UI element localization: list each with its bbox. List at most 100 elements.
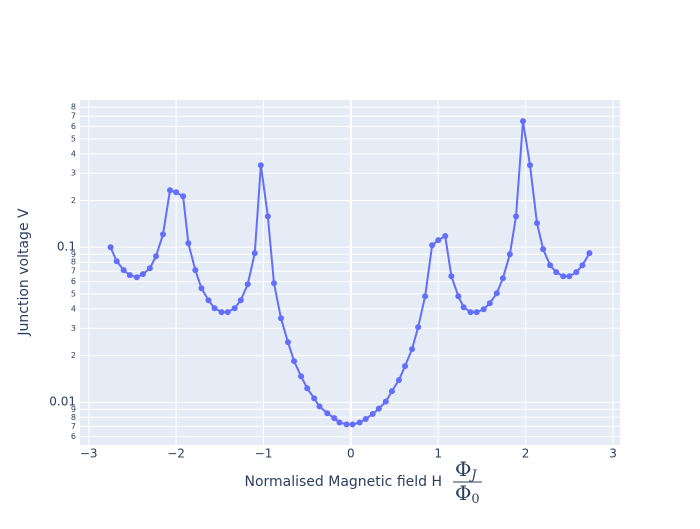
- y-axis-title: Junction voltage V: [16, 208, 32, 337]
- data-point: [553, 269, 560, 276]
- data-point: [506, 251, 513, 258]
- denominator-symbol: Φ: [455, 481, 471, 505]
- y-tick-label: 5: [71, 134, 76, 143]
- data-point: [455, 293, 462, 300]
- fraction-numerator: ΦJ: [455, 457, 477, 483]
- data-point: [513, 213, 520, 220]
- y-tick-label: 6: [71, 277, 76, 286]
- data-point: [356, 419, 363, 426]
- data-point: [566, 273, 573, 280]
- data-point: [107, 244, 114, 251]
- y-tick-label: 5: [71, 289, 76, 298]
- data-point: [586, 250, 593, 257]
- data-point: [120, 267, 127, 274]
- data-point: [448, 273, 455, 280]
- y-tick-label: 7: [71, 112, 76, 121]
- data-point: [579, 262, 586, 269]
- x-tick-label: −3: [80, 447, 98, 461]
- data-point: [113, 258, 120, 265]
- data-point: [192, 267, 199, 274]
- data-point: [331, 415, 338, 422]
- y-tick-label: 6: [71, 122, 76, 131]
- data-point: [264, 213, 271, 220]
- data-point: [382, 398, 389, 405]
- data-point: [349, 421, 356, 428]
- data-point: [298, 373, 305, 380]
- numerator-subscript: J: [468, 468, 477, 483]
- data-point: [343, 421, 350, 428]
- data-point: [415, 324, 422, 331]
- data-point: [324, 410, 331, 417]
- data-point: [167, 187, 173, 194]
- y-tick-label: 2: [71, 351, 76, 360]
- data-point: [362, 415, 369, 422]
- data-point: [237, 297, 244, 304]
- data-point: [422, 293, 429, 300]
- data-point: [388, 388, 395, 395]
- y-tick-label: 3: [71, 169, 76, 178]
- data-point: [231, 305, 238, 312]
- data-point: [473, 309, 480, 316]
- data-point: [185, 240, 192, 247]
- data-point: [284, 339, 291, 346]
- data-point: [527, 162, 533, 169]
- data-point: [493, 290, 500, 297]
- data-point: [224, 309, 231, 316]
- data-point: [205, 297, 212, 304]
- y-tick-label: 7: [71, 267, 76, 276]
- data-point: [126, 272, 133, 279]
- data-point: [336, 419, 343, 426]
- y-tick-label: 2: [71, 196, 76, 205]
- data-point: [467, 309, 474, 316]
- y-tick-label: 8: [71, 258, 76, 267]
- x-tick-label: 0: [347, 447, 355, 461]
- data-point: [133, 274, 140, 281]
- data-point: [198, 285, 205, 292]
- data-point: [311, 395, 318, 402]
- y-tick-label: 4: [71, 149, 76, 158]
- y-tick-label: 0.1: [57, 240, 76, 254]
- data-point: [257, 162, 264, 169]
- denominator-subscript: 0: [471, 492, 479, 507]
- series-line: [109, 121, 591, 426]
- data-point: [375, 405, 382, 412]
- y-tick-label: 8: [71, 413, 76, 422]
- y-tick-label: 9: [71, 250, 76, 259]
- fraction-denominator: Φ0: [455, 481, 480, 507]
- data-point: [218, 309, 225, 316]
- data-point: [211, 305, 218, 312]
- y-tick-label: 6: [71, 432, 76, 441]
- y-tick-label: 8: [71, 103, 76, 112]
- data-point: [409, 346, 416, 353]
- data-point: [442, 233, 449, 240]
- data-point: [369, 410, 376, 417]
- marks: [107, 118, 593, 428]
- data-point: [180, 193, 187, 200]
- data-point: [244, 281, 251, 288]
- x-tick-label: −1: [255, 447, 273, 461]
- grid: [80, 100, 620, 445]
- data-point: [573, 269, 580, 276]
- data-point: [173, 189, 180, 196]
- data-point: [560, 273, 567, 280]
- x-tick-label: 2: [522, 447, 530, 461]
- data-point: [270, 280, 277, 287]
- data-point: [139, 271, 146, 278]
- data-point: [291, 358, 298, 365]
- y-tick-label: 4: [71, 304, 76, 313]
- numerator-symbol: Φ: [455, 457, 471, 481]
- data-point: [251, 250, 258, 257]
- y-tick-label: 9: [71, 405, 76, 414]
- data-point: [153, 253, 160, 260]
- data-point: [460, 304, 467, 311]
- data-point: [429, 242, 436, 249]
- data-point: [486, 300, 493, 307]
- data-point: [395, 377, 402, 384]
- x-tick-label: 3: [609, 447, 617, 461]
- data-point: [146, 265, 153, 272]
- x-tick-label: −2: [167, 447, 185, 461]
- x-axis-title: Normalised Magnetic field H: [244, 474, 442, 490]
- data-point: [480, 306, 487, 313]
- y-tick-label: 0.01: [49, 395, 76, 409]
